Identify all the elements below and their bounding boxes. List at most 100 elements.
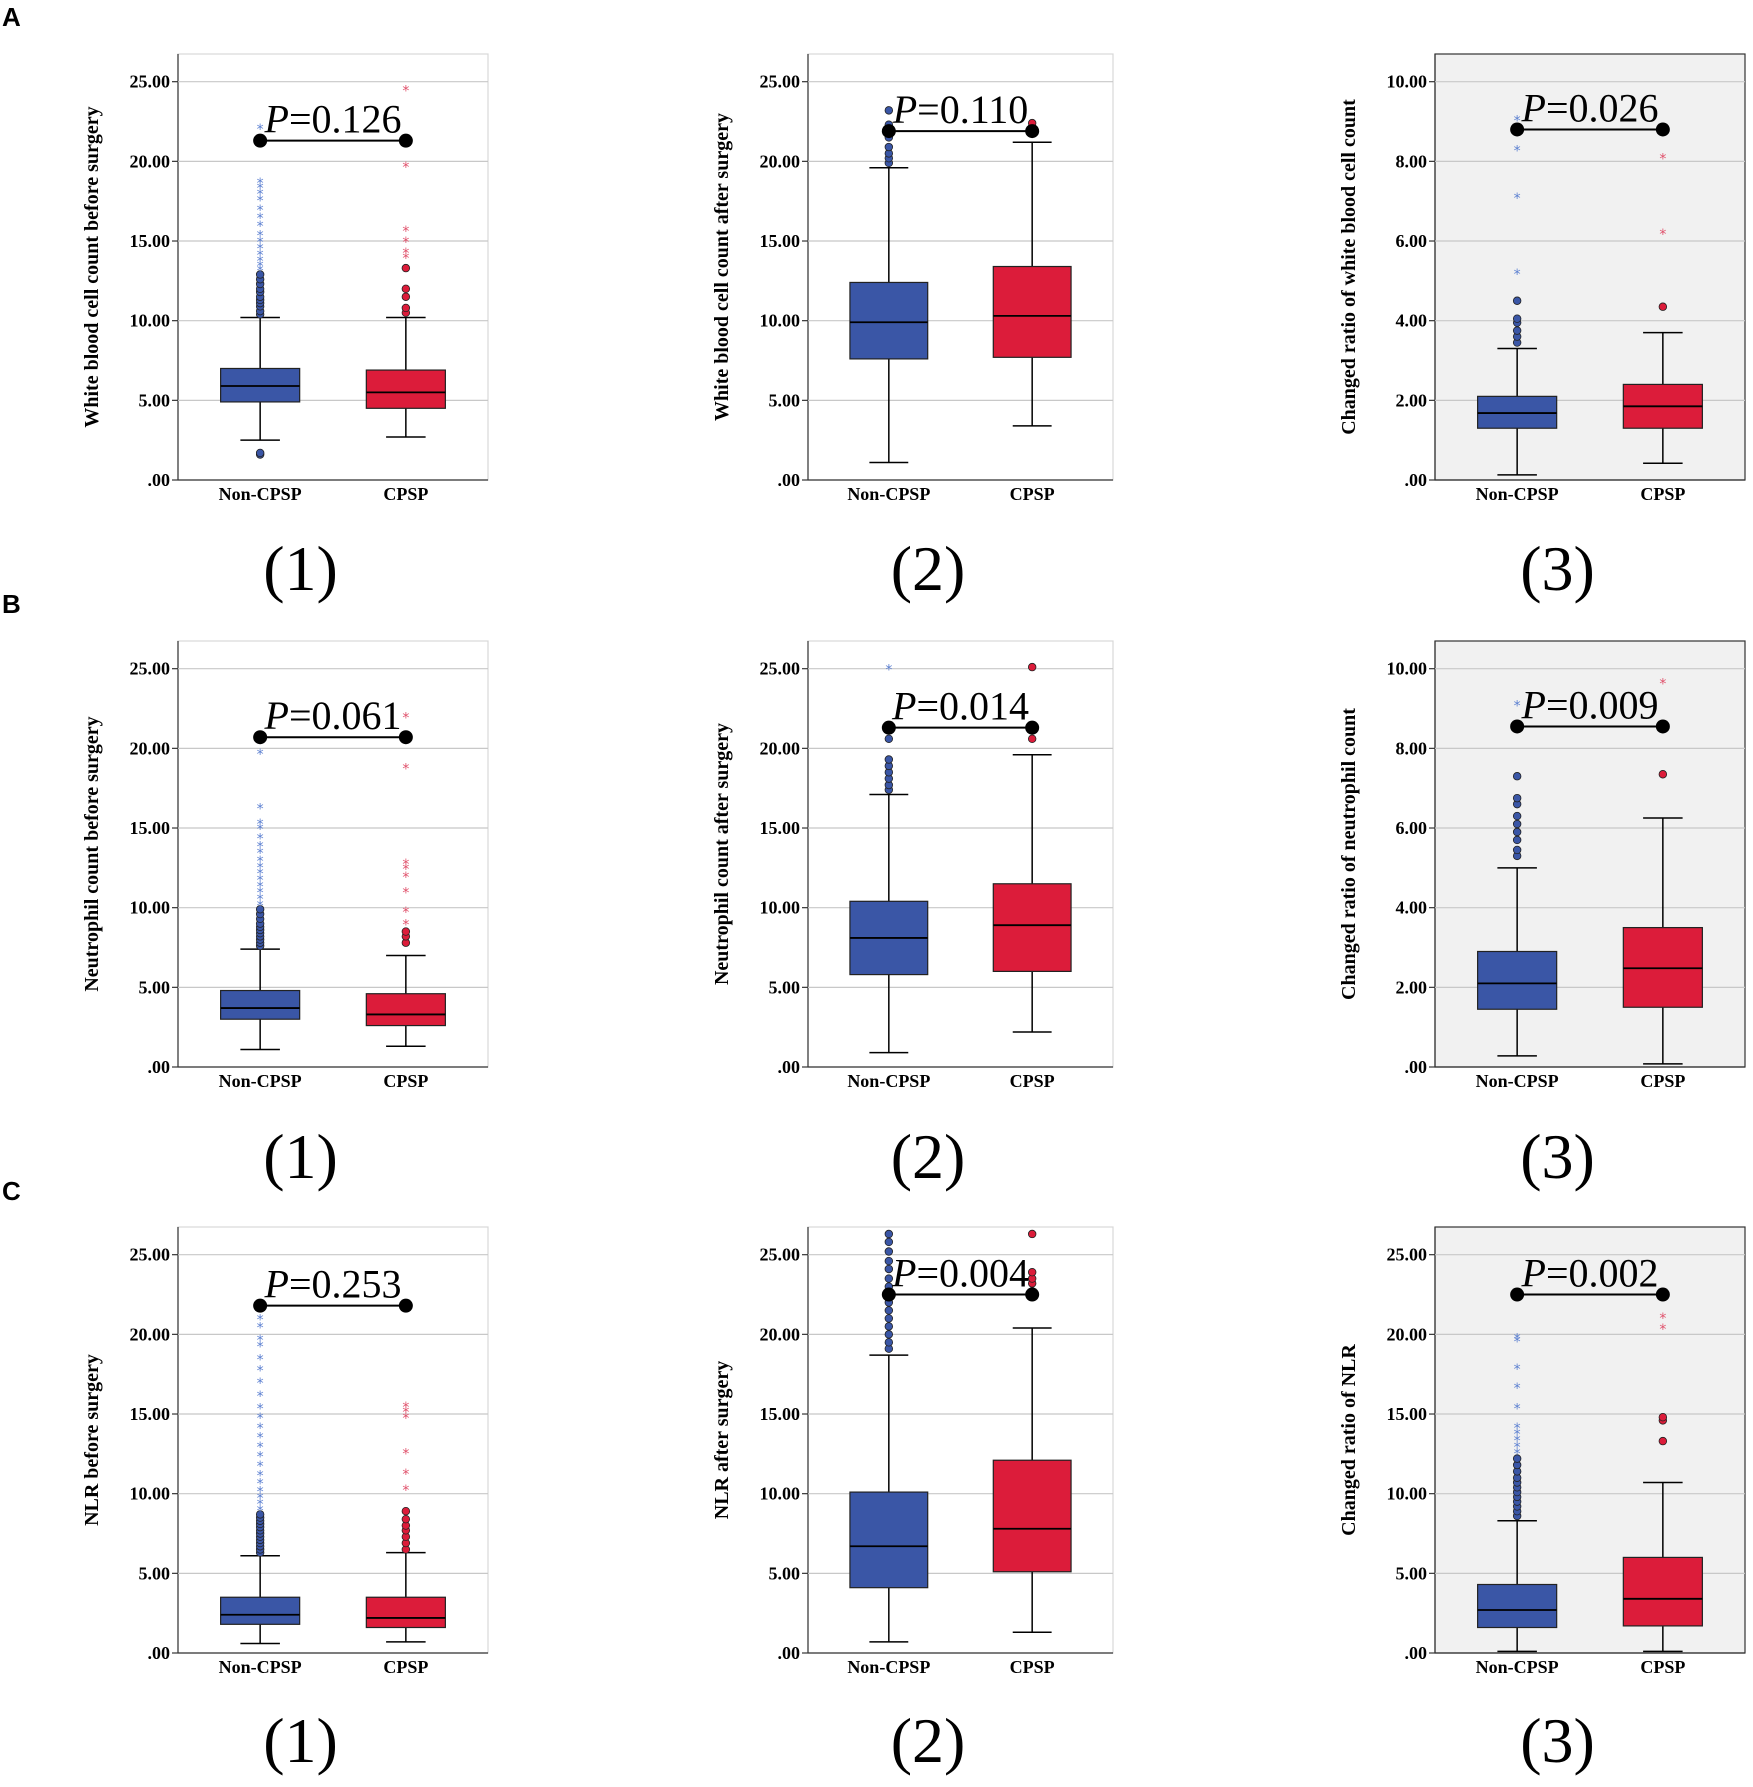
x-category-label: CPSP [1640, 1657, 1685, 1677]
p-value: =0.126 [289, 97, 402, 142]
extreme-point: * [257, 1352, 264, 1368]
chart-A3: .00 2.00 4.00 6.00 8.00 10.00 Changed ratio of… [1338, 53, 1746, 604]
extreme-point: * [257, 1376, 264, 1392]
y-tick-label: 2.00 [1396, 977, 1428, 997]
box [1477, 950, 1558, 1010]
extreme-point: * [402, 857, 409, 873]
series-cpsp: CPSP [992, 118, 1072, 504]
p-value: =0.110 [917, 87, 1028, 132]
y-tick-label: 25.00 [130, 72, 171, 92]
outlier-point [401, 303, 411, 313]
panel-number-label: (3) [1520, 533, 1595, 604]
x-category-label: Non-CPSP [847, 1071, 930, 1091]
box [849, 1491, 929, 1589]
extreme-point: * [1514, 1402, 1521, 1418]
y-tick-label: 20.00 [760, 151, 801, 171]
y-tick-label: 15.00 [130, 231, 171, 251]
outlier-point [884, 1274, 894, 1283]
plot-frame [177, 1226, 489, 1654]
y-tick-label: 25.00 [1387, 1245, 1428, 1265]
extreme-point: * [1659, 151, 1666, 167]
y-tick-label: .00 [1405, 1643, 1428, 1663]
y-tick-label: 20.00 [130, 151, 171, 171]
p-symbol: P [891, 684, 916, 729]
extreme-point: * [402, 1411, 409, 1427]
row-label-c: C [2, 1176, 21, 1206]
x-category-label: Non-CPSP [219, 1071, 302, 1091]
p-value-label: P=0.253 [264, 1262, 402, 1307]
outlier-point [401, 927, 411, 936]
extreme-point: * [257, 846, 264, 862]
outlier-point [255, 270, 265, 279]
extreme-point: * [257, 1421, 264, 1437]
extreme-point: * [257, 873, 264, 889]
series-cpsp: ** CPSP [1622, 1311, 1703, 1677]
extreme-point: * [402, 1400, 409, 1416]
outlier-point [884, 1237, 894, 1247]
panel-number-label: (2) [891, 1705, 966, 1776]
x-category-label: CPSP [1010, 484, 1055, 504]
extreme-point: * [257, 1389, 264, 1405]
extreme-point: * [257, 211, 264, 227]
extreme-point: * [1514, 1335, 1521, 1351]
series-non-cpsp: ***************Non-CPSP [219, 122, 302, 504]
y-tick-label: 25.00 [760, 659, 801, 679]
bracket-end-left [253, 1298, 268, 1313]
y-tick-label: 10.00 [130, 898, 171, 918]
y-tick-label: 10.00 [760, 311, 801, 331]
extreme-point: * [402, 886, 409, 902]
extreme-point: * [257, 840, 264, 856]
outlier-point [884, 1229, 894, 1239]
row-label-a: A [2, 2, 21, 32]
bracket-end-left [1510, 1287, 1525, 1302]
y-tick-label: 15.00 [130, 1404, 171, 1424]
outlier-point [1512, 835, 1522, 845]
extreme-point: * [257, 1491, 264, 1507]
x-category-label: Non-CPSP [1476, 1657, 1559, 1677]
y-tick-label: .00 [778, 470, 801, 490]
outlier-point [1512, 1454, 1522, 1463]
panel-number-label: (1) [263, 533, 338, 604]
plot-frame [807, 640, 1114, 1068]
extreme-point: * [1514, 1421, 1521, 1437]
p-value-bracket: P=0.110 [881, 87, 1040, 139]
extreme-point: * [257, 1484, 264, 1500]
box [220, 1596, 301, 1625]
p-value: =0.002 [1546, 1251, 1659, 1296]
extreme-point: * [1514, 1446, 1521, 1462]
y-tick-label: .00 [778, 1057, 801, 1077]
p-value-label: P=0.026 [1521, 85, 1659, 130]
box [992, 1459, 1072, 1573]
extreme-point: * [257, 822, 264, 838]
extreme-point: * [1514, 1434, 1521, 1450]
bracket-end-left [1510, 719, 1525, 734]
outlier-point [884, 1247, 894, 1256]
series-non-cpsp: * * * * Non-CPSP [1476, 114, 1559, 504]
extreme-point: * [257, 1363, 264, 1379]
bracket-end-left [881, 1287, 896, 1302]
outlier-point [1027, 1268, 1037, 1277]
extreme-point: * [257, 176, 264, 192]
y-tick-label: 20.00 [760, 1324, 801, 1344]
extreme-point: * [257, 219, 264, 235]
p-value-bracket: P=0.026 [1510, 85, 1670, 137]
extreme-point: * [402, 710, 409, 726]
y-tick-label: 15.00 [760, 1404, 801, 1424]
extreme-point: * [257, 1411, 264, 1427]
y-tick-label: 25.00 [760, 1245, 801, 1265]
y-tick-label: 6.00 [1396, 818, 1428, 838]
y-tick-label: 15.00 [760, 231, 801, 251]
box [1477, 1583, 1558, 1629]
y-tick-label: 4.00 [1396, 898, 1428, 918]
series-non-cpsp: Non-CPSP [847, 1229, 930, 1677]
y-axis-label: NLR before surgery [81, 1354, 103, 1526]
outlier-point [401, 1514, 411, 1524]
y-axis-label: NLR after surgery [711, 1361, 733, 1519]
outlier-point [884, 1330, 894, 1339]
p-symbol: P [892, 87, 917, 132]
extreme-point: * [257, 747, 264, 763]
bracket-end-right [398, 1298, 413, 1313]
outlier-point [1027, 1229, 1037, 1239]
extreme-point: * [257, 832, 264, 848]
y-tick-label: .00 [1405, 1057, 1428, 1077]
